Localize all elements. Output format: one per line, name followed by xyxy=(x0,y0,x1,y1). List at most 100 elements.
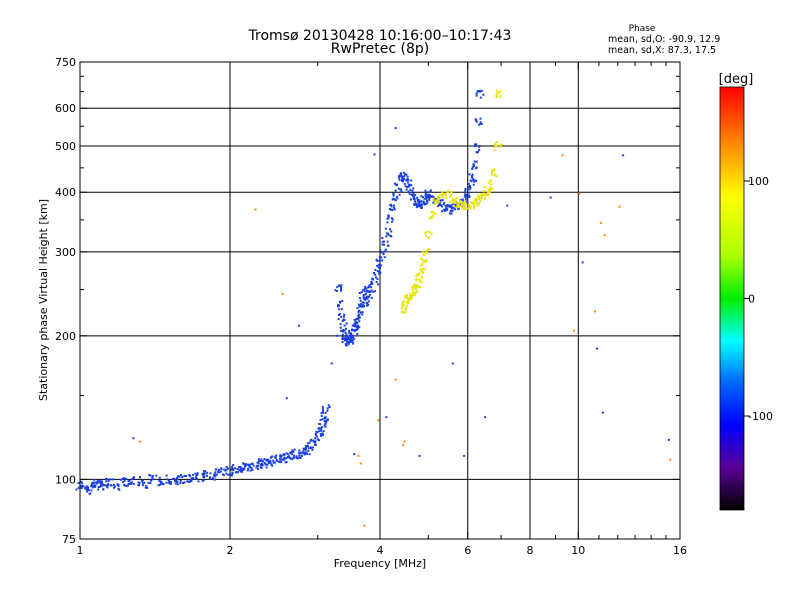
data-point xyxy=(125,477,127,480)
data-point xyxy=(479,96,482,99)
data-point xyxy=(424,232,427,235)
data-point xyxy=(417,199,420,202)
data-point xyxy=(270,456,273,459)
data-point xyxy=(306,452,308,455)
data-point xyxy=(413,198,415,200)
data-point xyxy=(348,334,351,337)
data-point xyxy=(461,199,464,202)
data-point xyxy=(412,192,415,195)
data-point xyxy=(418,202,421,205)
data-point xyxy=(288,456,291,459)
data-point xyxy=(190,477,193,480)
data-point xyxy=(260,464,262,467)
data-point xyxy=(345,322,348,325)
data-point xyxy=(341,338,344,340)
data-point xyxy=(371,282,374,285)
data-point xyxy=(78,486,81,489)
data-point xyxy=(141,484,144,487)
data-point xyxy=(176,481,179,484)
data-point xyxy=(461,206,464,209)
data-point xyxy=(293,454,295,457)
data-point xyxy=(484,416,487,419)
data-point xyxy=(364,292,367,295)
data-point xyxy=(450,194,452,197)
data-point xyxy=(257,458,260,461)
data-point xyxy=(487,191,489,194)
data-point xyxy=(251,468,254,471)
data-point xyxy=(474,199,477,202)
data-point xyxy=(405,179,408,182)
data-point xyxy=(239,466,242,468)
data-point xyxy=(137,484,140,487)
data-point xyxy=(91,486,94,489)
data-point xyxy=(356,307,359,310)
data-point xyxy=(444,209,447,212)
data-point xyxy=(224,469,227,472)
data-point xyxy=(483,190,486,192)
data-point xyxy=(421,251,424,254)
data-point xyxy=(102,484,105,486)
data-point xyxy=(431,214,434,217)
data-point xyxy=(402,311,405,314)
data-point xyxy=(428,196,431,199)
data-point xyxy=(431,217,434,220)
data-point xyxy=(359,299,362,302)
data-point xyxy=(186,480,189,483)
data-point xyxy=(449,200,452,203)
data-point xyxy=(379,264,382,267)
data-point xyxy=(343,339,346,342)
data-point xyxy=(357,324,360,327)
data-point xyxy=(473,165,475,167)
data-point xyxy=(219,470,222,473)
data-point xyxy=(152,478,155,481)
data-point xyxy=(368,284,371,287)
data-point xyxy=(259,459,262,462)
data-point xyxy=(425,252,428,254)
data-point xyxy=(437,205,440,207)
data-point xyxy=(381,259,384,262)
data-point xyxy=(376,259,379,262)
data-point xyxy=(465,194,468,197)
data-point xyxy=(494,143,496,146)
series xyxy=(400,90,503,314)
data-point xyxy=(401,178,404,181)
y-tick-label: 200 xyxy=(55,330,76,343)
data-point xyxy=(436,197,439,200)
data-point xyxy=(149,474,152,477)
data-point xyxy=(471,168,474,170)
data-point xyxy=(276,460,279,462)
data-point xyxy=(370,286,372,289)
data-point xyxy=(350,336,353,339)
data-point xyxy=(413,286,416,289)
data-point xyxy=(174,482,177,485)
data-point xyxy=(168,480,171,483)
data-point xyxy=(268,461,270,464)
data-point xyxy=(339,326,342,329)
data-point xyxy=(402,171,405,174)
data-point xyxy=(487,194,490,197)
data-point xyxy=(489,191,492,193)
data-point xyxy=(414,288,417,291)
data-point xyxy=(386,221,389,224)
data-point xyxy=(481,193,484,196)
data-point xyxy=(255,466,258,469)
data-point xyxy=(180,474,182,477)
data-point xyxy=(469,206,472,209)
data-point xyxy=(104,484,107,487)
data-point xyxy=(303,453,306,456)
data-point xyxy=(422,200,425,203)
data-point xyxy=(169,482,172,485)
data-point xyxy=(368,290,371,293)
data-point xyxy=(475,92,478,95)
data-point xyxy=(467,186,470,188)
data-point xyxy=(387,244,390,247)
data-point xyxy=(374,268,377,271)
data-point xyxy=(413,294,416,297)
data-point xyxy=(267,458,270,461)
data-point xyxy=(669,458,672,461)
data-point xyxy=(410,295,413,297)
data-point xyxy=(480,195,483,198)
data-point xyxy=(423,260,426,263)
data-point xyxy=(323,419,326,422)
data-point xyxy=(478,202,481,205)
